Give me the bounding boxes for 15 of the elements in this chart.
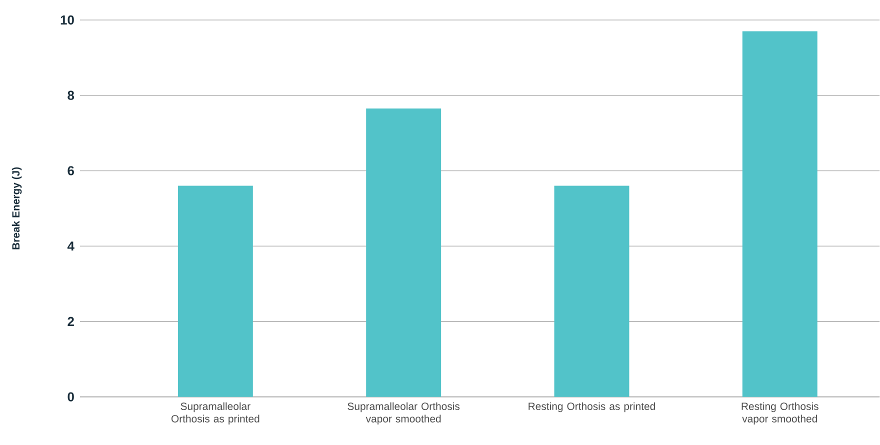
y-tick-label: 0 — [68, 392, 74, 402]
bar — [554, 186, 630, 397]
y-tick-label: 10 — [60, 15, 74, 25]
y-tick-label: 4 — [67, 242, 74, 251]
bar — [366, 108, 442, 397]
x-tick-label: Supramalleolar Orthosis vapor smoothed — [348, 402, 460, 425]
x-tick-label: Resting Orthosis vapor smoothed — [742, 402, 818, 425]
bar — [742, 31, 818, 397]
y-axis-title: Break Energy (J) — [12, 167, 22, 250]
x-tick-label: Supramalleolar Orthosis as printed — [171, 402, 260, 425]
bar — [178, 186, 253, 397]
y-tick-label: 6 — [68, 166, 74, 176]
x-tick-label: Resting Orthosis as printed — [528, 402, 655, 412]
y-tick-label: 2 — [68, 317, 74, 326]
y-tick-label: 8 — [68, 90, 74, 100]
